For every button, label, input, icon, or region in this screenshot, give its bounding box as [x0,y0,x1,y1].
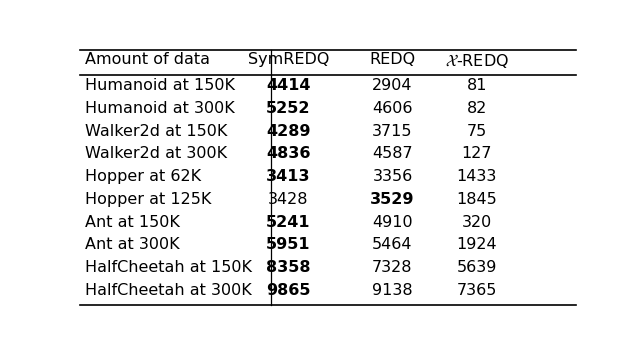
Text: 4836: 4836 [266,146,310,161]
Text: Hopper at 125K: Hopper at 125K [85,192,211,207]
Text: 9865: 9865 [266,283,310,298]
Text: 3413: 3413 [266,169,310,184]
Text: 7328: 7328 [372,260,413,275]
Text: 2904: 2904 [372,78,413,93]
Text: Walker2d at 300K: Walker2d at 300K [85,146,227,161]
Text: 5951: 5951 [266,237,310,252]
Text: Ant at 150K: Ant at 150K [85,214,180,229]
Text: Hopper at 62K: Hopper at 62K [85,169,201,184]
Text: 5252: 5252 [266,101,310,116]
Text: HalfCheetah at 150K: HalfCheetah at 150K [85,260,252,275]
Text: 3356: 3356 [372,169,413,184]
Text: Humanoid at 150K: Humanoid at 150K [85,78,235,93]
Text: 75: 75 [467,124,487,139]
Text: 4910: 4910 [372,214,413,229]
Text: 5464: 5464 [372,237,413,252]
Text: 5639: 5639 [456,260,497,275]
Text: $\mathcal{X}$-REDQ: $\mathcal{X}$-REDQ [445,52,509,70]
Text: Ant at 300K: Ant at 300K [85,237,180,252]
Text: 5241: 5241 [266,214,310,229]
Text: 4587: 4587 [372,146,413,161]
Text: SymREDQ: SymREDQ [248,52,329,67]
Text: 81: 81 [467,78,487,93]
Text: 3529: 3529 [370,192,415,207]
Text: 82: 82 [467,101,487,116]
Text: 9138: 9138 [372,283,413,298]
Text: 1433: 1433 [456,169,497,184]
Text: HalfCheetah at 300K: HalfCheetah at 300K [85,283,252,298]
Text: 8358: 8358 [266,260,310,275]
Text: 127: 127 [461,146,492,161]
Text: 320: 320 [461,214,492,229]
Text: 4414: 4414 [266,78,310,93]
Text: Humanoid at 300K: Humanoid at 300K [85,101,235,116]
Text: 4606: 4606 [372,101,413,116]
Text: Walker2d at 150K: Walker2d at 150K [85,124,227,139]
Text: 3715: 3715 [372,124,413,139]
Text: 7365: 7365 [456,283,497,298]
Text: 1924: 1924 [456,237,497,252]
Text: 1845: 1845 [456,192,497,207]
Text: REDQ: REDQ [369,52,415,67]
Text: 3428: 3428 [268,192,308,207]
Text: Amount of data: Amount of data [85,52,210,67]
Text: 4289: 4289 [266,124,310,139]
